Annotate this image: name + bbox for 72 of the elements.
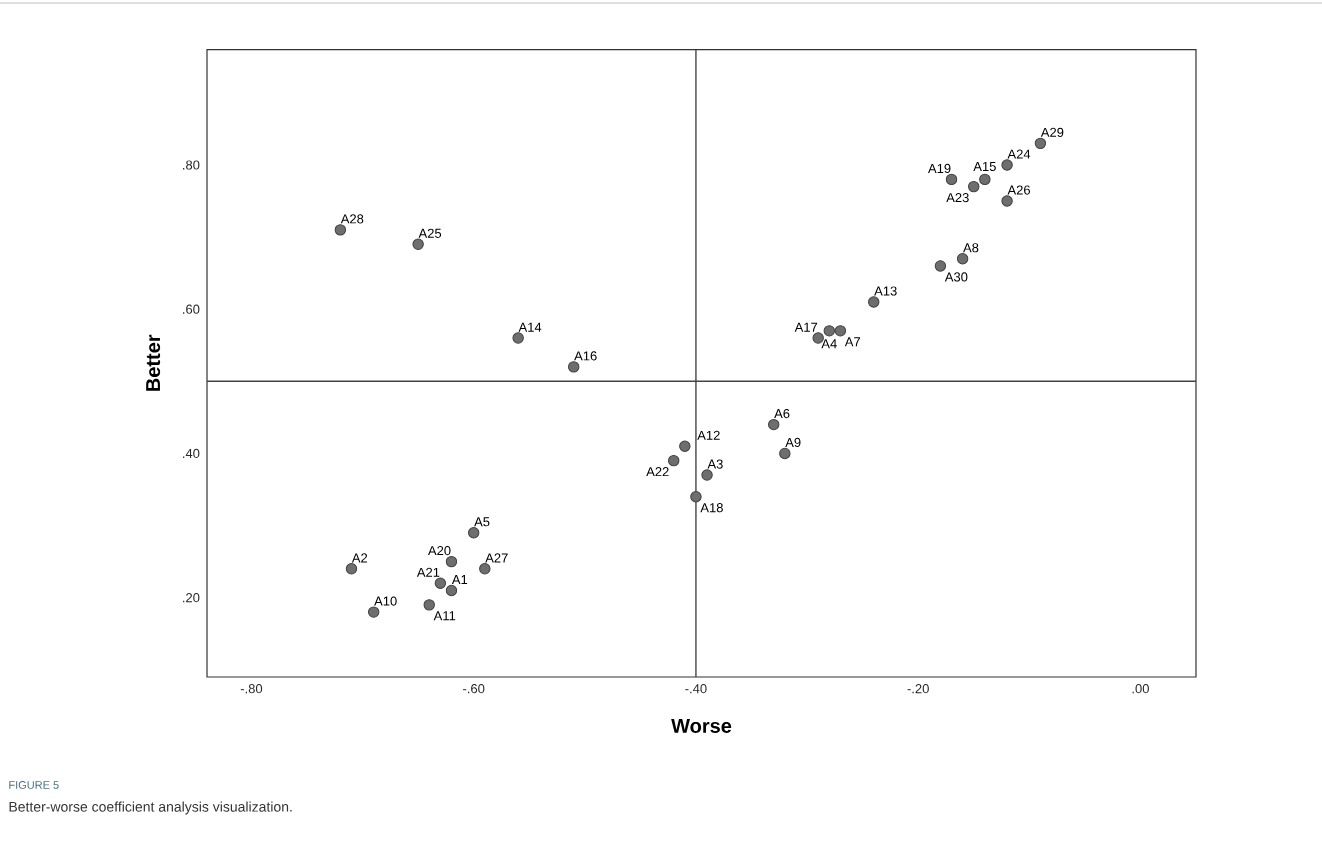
annotation: A6: [774, 409, 790, 419]
text: Better-worse coefficient analysis visualization.: [9, 801, 292, 815]
annotation: A27: [485, 553, 508, 563]
annotation: A10: [374, 596, 397, 606]
point: [479, 563, 491, 575]
x-tick-label: -.20: [907, 684, 929, 694]
point: [768, 418, 780, 431]
point: [968, 180, 980, 193]
point: [690, 491, 702, 503]
annotation: A14: [518, 322, 542, 332]
annotation: A13: [874, 286, 897, 296]
y-tick-label: .20: [183, 593, 200, 603]
point: [434, 577, 447, 589]
annotation: A8: [963, 243, 979, 253]
caption: FIGURE 5: [9, 781, 59, 789]
y-tick-label: .40: [183, 448, 200, 459]
point: [445, 584, 458, 597]
annotation: A28: [340, 214, 364, 224]
annotation: A19: [928, 163, 951, 173]
x-tick-label: -.40: [685, 684, 707, 694]
point: [445, 555, 458, 568]
point: [334, 224, 347, 236]
point: [367, 606, 380, 618]
annotation: A4: [821, 339, 837, 349]
point: [1034, 137, 1047, 150]
annotation: A7: [844, 337, 861, 347]
x-tick-label: .00: [1132, 684, 1149, 694]
point: [956, 253, 969, 265]
x-tick-label: -.80: [240, 684, 263, 694]
point: [679, 440, 691, 452]
annotation: A29: [1040, 127, 1064, 137]
x-axis-title: Worse: [671, 718, 732, 733]
annotation: A2: [351, 553, 368, 563]
y-tick-label: .80: [183, 160, 200, 170]
annotation: A26: [1007, 185, 1031, 195]
annotation: A25: [418, 228, 442, 238]
annotation: A12: [697, 430, 720, 440]
point: [701, 469, 713, 481]
annotation: A24: [1007, 149, 1031, 159]
point: [834, 325, 847, 337]
point: [345, 563, 358, 575]
point: [512, 332, 524, 344]
point: [423, 599, 435, 611]
annotation: A1: [451, 575, 468, 585]
annotation: A15: [973, 161, 996, 171]
annotation: A21: [416, 567, 440, 577]
annotation: A23: [946, 193, 969, 203]
point: [668, 454, 680, 467]
annotation: A17: [794, 322, 818, 332]
point: [868, 296, 880, 308]
y-tick-label: .60: [183, 304, 200, 314]
annotation: A30: [944, 272, 968, 282]
annotation: A20: [427, 546, 451, 556]
point: [412, 238, 424, 251]
annotation: A5: [474, 517, 490, 527]
point: [1001, 195, 1013, 207]
annotation: A16: [574, 351, 597, 361]
annotation: A18: [700, 503, 723, 513]
annotation: A22: [646, 467, 669, 477]
annotation: A11: [433, 611, 456, 621]
point: [467, 527, 480, 539]
annotation: A9: [785, 437, 801, 448]
x-tick-label: -.60: [463, 684, 485, 694]
point: [779, 447, 791, 460]
point: [945, 173, 958, 186]
point: [823, 325, 835, 337]
point: [568, 361, 580, 373]
y-axis-title: Better: [146, 334, 161, 391]
point: [979, 173, 991, 186]
point: [1001, 159, 1013, 171]
point: [934, 260, 947, 272]
annotation: A3: [707, 459, 723, 469]
